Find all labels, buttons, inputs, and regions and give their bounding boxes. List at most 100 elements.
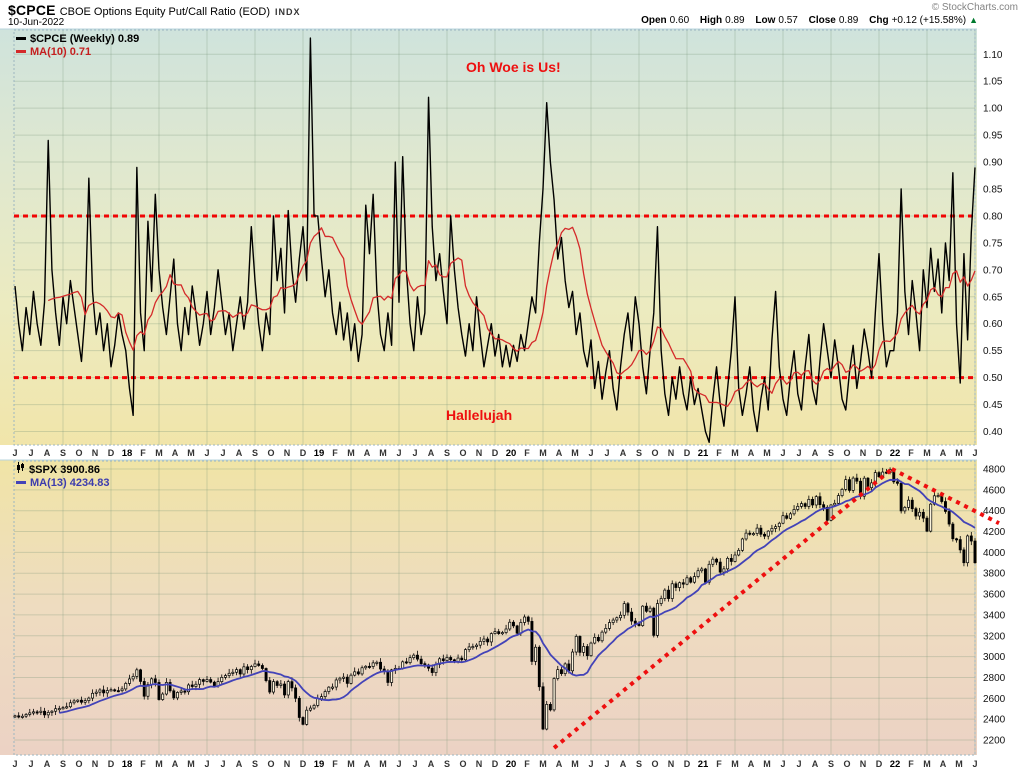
cpce-series-label: $CPCE (Weekly) bbox=[30, 32, 115, 45]
low-value: 0.57 bbox=[778, 15, 798, 26]
svg-text:0.95: 0.95 bbox=[983, 131, 1003, 142]
svg-text:M: M bbox=[539, 448, 547, 458]
svg-text:F: F bbox=[716, 759, 722, 769]
svg-text:A: A bbox=[428, 448, 435, 458]
ma10-legend: MA(10) 0.71 bbox=[16, 45, 139, 58]
svg-text:D: D bbox=[300, 759, 307, 769]
svg-text:J: J bbox=[412, 759, 417, 769]
svg-text:A: A bbox=[620, 759, 627, 769]
svg-text:J: J bbox=[396, 448, 401, 458]
svg-text:O: O bbox=[75, 448, 82, 458]
svg-text:M: M bbox=[379, 448, 387, 458]
svg-text:M: M bbox=[955, 448, 963, 458]
svg-text:M: M bbox=[347, 759, 355, 769]
svg-text:F: F bbox=[332, 448, 338, 458]
svg-text:J: J bbox=[972, 759, 977, 769]
ma10-value: 0.71 bbox=[69, 45, 92, 58]
exchange-label: INDX bbox=[274, 7, 301, 17]
svg-text:20: 20 bbox=[506, 448, 517, 459]
high-label: High bbox=[699, 15, 723, 26]
spx-series-legend: $SPX 3900.86 bbox=[16, 462, 110, 477]
svg-text:J: J bbox=[604, 448, 609, 458]
svg-text:3000: 3000 bbox=[983, 652, 1006, 663]
svg-text:J: J bbox=[220, 448, 225, 458]
svg-text:F: F bbox=[332, 759, 338, 769]
svg-text:S: S bbox=[252, 448, 258, 458]
symbol-label: $CPCE bbox=[8, 2, 56, 18]
svg-text:O: O bbox=[267, 759, 274, 769]
svg-text:J: J bbox=[604, 759, 609, 769]
spx-series-value: 3900.86 bbox=[60, 463, 100, 476]
svg-text:2800: 2800 bbox=[983, 673, 1006, 684]
svg-text:M: M bbox=[571, 448, 579, 458]
ma10-label: MA(10) bbox=[30, 45, 67, 58]
svg-text:J: J bbox=[972, 448, 977, 458]
svg-text:0.65: 0.65 bbox=[983, 292, 1003, 303]
svg-text:0.75: 0.75 bbox=[983, 238, 1003, 249]
svg-text:0.55: 0.55 bbox=[983, 346, 1003, 357]
svg-text:4000: 4000 bbox=[983, 548, 1006, 559]
svg-text:J: J bbox=[396, 759, 401, 769]
svg-text:S: S bbox=[444, 448, 450, 458]
svg-text:A: A bbox=[236, 759, 243, 769]
svg-text:F: F bbox=[140, 759, 146, 769]
svg-text:18: 18 bbox=[122, 448, 133, 459]
svg-text:4600: 4600 bbox=[983, 485, 1006, 496]
svg-text:S: S bbox=[636, 448, 642, 458]
svg-text:A: A bbox=[812, 448, 819, 458]
svg-text:J: J bbox=[28, 448, 33, 458]
blue-line-swatch bbox=[16, 481, 26, 484]
cpce-legend: $CPCE (Weekly) 0.89 MA(10) 0.71 bbox=[16, 32, 139, 58]
svg-text:S: S bbox=[828, 759, 834, 769]
svg-text:22: 22 bbox=[890, 448, 901, 459]
symbol-description: CBOE Options Equity Put/Call Ratio (EOD) bbox=[59, 6, 270, 18]
ohlc-quote-row: Open 0.60 High 0.89 Low 0.57 Close 0.89 Chg +… bbox=[641, 15, 978, 26]
svg-text:O: O bbox=[651, 448, 658, 458]
svg-text:M: M bbox=[763, 759, 771, 769]
svg-text:19: 19 bbox=[314, 759, 325, 770]
svg-text:M: M bbox=[955, 759, 963, 769]
svg-text:A: A bbox=[364, 448, 371, 458]
ma13-value: 4234.83 bbox=[69, 476, 110, 489]
svg-text:1.10: 1.10 bbox=[983, 50, 1003, 61]
svg-text:J: J bbox=[780, 759, 785, 769]
svg-text:D: D bbox=[492, 759, 499, 769]
svg-text:D: D bbox=[108, 759, 115, 769]
svg-text:4800: 4800 bbox=[983, 465, 1006, 476]
svg-text:3600: 3600 bbox=[983, 590, 1006, 601]
svg-text:M: M bbox=[731, 448, 739, 458]
svg-text:J: J bbox=[588, 448, 593, 458]
spx-legend: $SPX 3900.86 MA(13) 4234.83 bbox=[16, 462, 110, 489]
cpce-series-legend: $CPCE (Weekly) 0.89 bbox=[16, 32, 139, 45]
svg-text:D: D bbox=[492, 448, 499, 458]
svg-text:A: A bbox=[812, 759, 819, 769]
svg-text:J: J bbox=[220, 759, 225, 769]
annotation-hallelujah: Hallelujah bbox=[446, 407, 513, 423]
svg-text:A: A bbox=[748, 448, 755, 458]
svg-text:A: A bbox=[556, 448, 563, 458]
svg-text:3200: 3200 bbox=[983, 631, 1006, 642]
svg-text:M: M bbox=[187, 759, 195, 769]
low-label: Low bbox=[755, 15, 776, 26]
svg-text:J: J bbox=[588, 759, 593, 769]
svg-text:J: J bbox=[12, 448, 17, 458]
svg-text:18: 18 bbox=[122, 759, 133, 770]
svg-text:A: A bbox=[172, 448, 179, 458]
svg-text:21: 21 bbox=[698, 759, 709, 770]
svg-text:0.90: 0.90 bbox=[983, 158, 1003, 169]
svg-text:1.05: 1.05 bbox=[983, 77, 1003, 88]
svg-text:D: D bbox=[684, 759, 691, 769]
svg-text:J: J bbox=[204, 759, 209, 769]
svg-text:3800: 3800 bbox=[983, 569, 1006, 580]
up-triangle-icon: ▲ bbox=[969, 15, 978, 25]
svg-text:M: M bbox=[187, 448, 195, 458]
close-value: 0.89 bbox=[838, 15, 859, 26]
svg-text:A: A bbox=[364, 759, 371, 769]
candlestick-icon bbox=[16, 462, 25, 477]
black-line-swatch bbox=[16, 37, 26, 40]
svg-text:S: S bbox=[252, 759, 258, 769]
svg-text:A: A bbox=[172, 759, 179, 769]
chart-header: $CPCE CBOE Options Equity Put/Call Ratio … bbox=[8, 2, 301, 20]
high-value: 0.89 bbox=[725, 15, 745, 26]
